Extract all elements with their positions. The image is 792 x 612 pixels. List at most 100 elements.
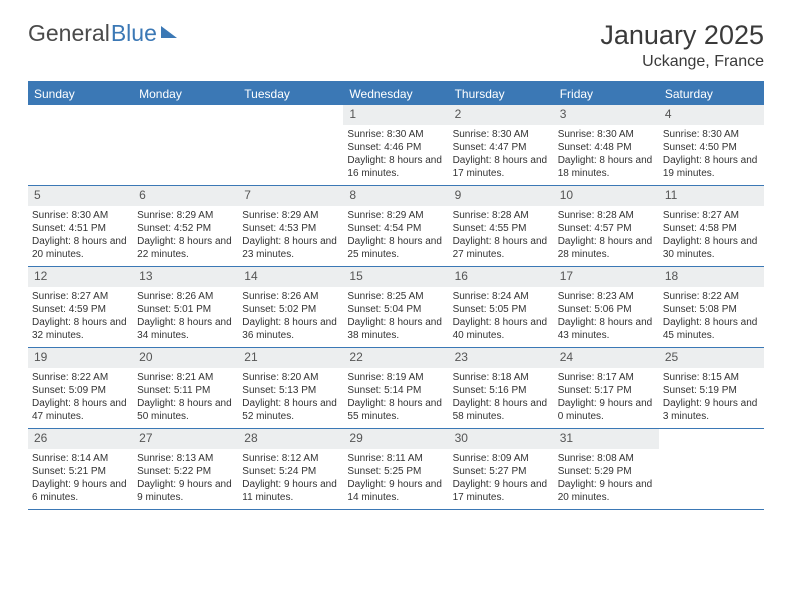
daylight-text: Daylight: 8 hours and 34 minutes.	[137, 316, 234, 342]
daylight-text: Daylight: 8 hours and 55 minutes.	[347, 397, 444, 423]
sunset-text: Sunset: 4:46 PM	[347, 141, 444, 154]
daylight-text: Daylight: 8 hours and 30 minutes.	[663, 235, 760, 261]
sail-icon	[161, 26, 177, 38]
day-number: 7	[238, 186, 343, 206]
sunset-text: Sunset: 4:50 PM	[663, 141, 760, 154]
header: GeneralBlue January 2025 Uckange, France	[28, 20, 764, 71]
sunrise-text: Sunrise: 8:30 AM	[347, 128, 444, 141]
day-number: 14	[238, 267, 343, 287]
dayhead-sun: Sunday	[28, 83, 133, 105]
day-details: Sunrise: 8:30 AMSunset: 4:51 PMDaylight:…	[28, 208, 133, 265]
sunrise-text: Sunrise: 8:29 AM	[347, 209, 444, 222]
sunrise-text: Sunrise: 8:22 AM	[663, 290, 760, 303]
day-cell: 23Sunrise: 8:18 AMSunset: 5:16 PMDayligh…	[449, 348, 554, 428]
sunset-text: Sunset: 5:19 PM	[663, 384, 760, 397]
sunrise-text: Sunrise: 8:20 AM	[242, 371, 339, 384]
day-cell: 5Sunrise: 8:30 AMSunset: 4:51 PMDaylight…	[28, 186, 133, 266]
sunset-text: Sunset: 5:13 PM	[242, 384, 339, 397]
day-details: Sunrise: 8:17 AMSunset: 5:17 PMDaylight:…	[554, 370, 659, 427]
day-cell: 17Sunrise: 8:23 AMSunset: 5:06 PMDayligh…	[554, 267, 659, 347]
daylight-text: Daylight: 9 hours and 0 minutes.	[558, 397, 655, 423]
brand-part2: Blue	[111, 20, 157, 47]
daylight-text: Daylight: 9 hours and 17 minutes.	[453, 478, 550, 504]
daylight-text: Daylight: 8 hours and 19 minutes.	[663, 154, 760, 180]
dayhead-mon: Monday	[133, 83, 238, 105]
sunset-text: Sunset: 5:24 PM	[242, 465, 339, 478]
sunset-text: Sunset: 5:09 PM	[32, 384, 129, 397]
sunrise-text: Sunrise: 8:29 AM	[137, 209, 234, 222]
day-details: Sunrise: 8:25 AMSunset: 5:04 PMDaylight:…	[343, 289, 448, 346]
week-row: 12Sunrise: 8:27 AMSunset: 4:59 PMDayligh…	[28, 267, 764, 348]
sunset-text: Sunset: 5:21 PM	[32, 465, 129, 478]
day-details: Sunrise: 8:21 AMSunset: 5:11 PMDaylight:…	[133, 370, 238, 427]
sunrise-text: Sunrise: 8:29 AM	[242, 209, 339, 222]
day-details: Sunrise: 8:30 AMSunset: 4:46 PMDaylight:…	[343, 127, 448, 184]
day-number: 20	[133, 348, 238, 368]
sunset-text: Sunset: 5:04 PM	[347, 303, 444, 316]
day-number: 27	[133, 429, 238, 449]
sunrise-text: Sunrise: 8:30 AM	[558, 128, 655, 141]
daylight-text: Daylight: 8 hours and 18 minutes.	[558, 154, 655, 180]
day-cell: 15Sunrise: 8:25 AMSunset: 5:04 PMDayligh…	[343, 267, 448, 347]
dayhead-tue: Tuesday	[238, 83, 343, 105]
sunset-text: Sunset: 4:48 PM	[558, 141, 655, 154]
day-cell: 1Sunrise: 8:30 AMSunset: 4:46 PMDaylight…	[343, 105, 448, 185]
day-details: Sunrise: 8:28 AMSunset: 4:57 PMDaylight:…	[554, 208, 659, 265]
daylight-text: Daylight: 9 hours and 6 minutes.	[32, 478, 129, 504]
day-number: 21	[238, 348, 343, 368]
sunset-text: Sunset: 4:47 PM	[453, 141, 550, 154]
day-number: 24	[554, 348, 659, 368]
day-number: 28	[238, 429, 343, 449]
day-number: 17	[554, 267, 659, 287]
sunset-text: Sunset: 5:02 PM	[242, 303, 339, 316]
sunset-text: Sunset: 4:57 PM	[558, 222, 655, 235]
day-number: 8	[343, 186, 448, 206]
sunset-text: Sunset: 5:25 PM	[347, 465, 444, 478]
sunrise-text: Sunrise: 8:24 AM	[453, 290, 550, 303]
sunset-text: Sunset: 5:11 PM	[137, 384, 234, 397]
day-number: 10	[554, 186, 659, 206]
daylight-text: Daylight: 8 hours and 27 minutes.	[453, 235, 550, 261]
day-number: 25	[659, 348, 764, 368]
day-cell: 19Sunrise: 8:22 AMSunset: 5:09 PMDayligh…	[28, 348, 133, 428]
brand-part1: General	[28, 20, 110, 47]
sunrise-text: Sunrise: 8:30 AM	[663, 128, 760, 141]
day-header-row: Sunday Monday Tuesday Wednesday Thursday…	[28, 83, 764, 105]
day-number: 3	[554, 105, 659, 125]
daylight-text: Daylight: 8 hours and 25 minutes.	[347, 235, 444, 261]
title-block: January 2025 Uckange, France	[600, 20, 764, 71]
day-details: Sunrise: 8:30 AMSunset: 4:50 PMDaylight:…	[659, 127, 764, 184]
sunrise-text: Sunrise: 8:27 AM	[663, 209, 760, 222]
day-details: Sunrise: 8:24 AMSunset: 5:05 PMDaylight:…	[449, 289, 554, 346]
daylight-text: Daylight: 8 hours and 32 minutes.	[32, 316, 129, 342]
daylight-text: Daylight: 9 hours and 14 minutes.	[347, 478, 444, 504]
day-details: Sunrise: 8:13 AMSunset: 5:22 PMDaylight:…	[133, 451, 238, 508]
brand-logo: GeneralBlue	[28, 20, 177, 47]
dayhead-sat: Saturday	[659, 83, 764, 105]
sunset-text: Sunset: 4:55 PM	[453, 222, 550, 235]
sunrise-text: Sunrise: 8:21 AM	[137, 371, 234, 384]
sunrise-text: Sunrise: 8:19 AM	[347, 371, 444, 384]
dayhead-wed: Wednesday	[343, 83, 448, 105]
day-number: 4	[659, 105, 764, 125]
day-number: 26	[28, 429, 133, 449]
day-number: 15	[343, 267, 448, 287]
day-details: Sunrise: 8:22 AMSunset: 5:08 PMDaylight:…	[659, 289, 764, 346]
daylight-text: Daylight: 8 hours and 52 minutes.	[242, 397, 339, 423]
day-details: Sunrise: 8:15 AMSunset: 5:19 PMDaylight:…	[659, 370, 764, 427]
day-number: 16	[449, 267, 554, 287]
day-cell: 26Sunrise: 8:14 AMSunset: 5:21 PMDayligh…	[28, 429, 133, 509]
daylight-text: Daylight: 8 hours and 23 minutes.	[242, 235, 339, 261]
day-cell: 13Sunrise: 8:26 AMSunset: 5:01 PMDayligh…	[133, 267, 238, 347]
day-details: Sunrise: 8:30 AMSunset: 4:47 PMDaylight:…	[449, 127, 554, 184]
weeks-container: 1Sunrise: 8:30 AMSunset: 4:46 PMDaylight…	[28, 105, 764, 510]
sunrise-text: Sunrise: 8:28 AM	[453, 209, 550, 222]
calendar-page: GeneralBlue January 2025 Uckange, France…	[0, 0, 792, 520]
day-cell: 29Sunrise: 8:11 AMSunset: 5:25 PMDayligh…	[343, 429, 448, 509]
day-number: 23	[449, 348, 554, 368]
sunset-text: Sunset: 5:27 PM	[453, 465, 550, 478]
day-cell: 6Sunrise: 8:29 AMSunset: 4:52 PMDaylight…	[133, 186, 238, 266]
day-cell: 14Sunrise: 8:26 AMSunset: 5:02 PMDayligh…	[238, 267, 343, 347]
daylight-text: Daylight: 9 hours and 11 minutes.	[242, 478, 339, 504]
daylight-text: Daylight: 8 hours and 16 minutes.	[347, 154, 444, 180]
